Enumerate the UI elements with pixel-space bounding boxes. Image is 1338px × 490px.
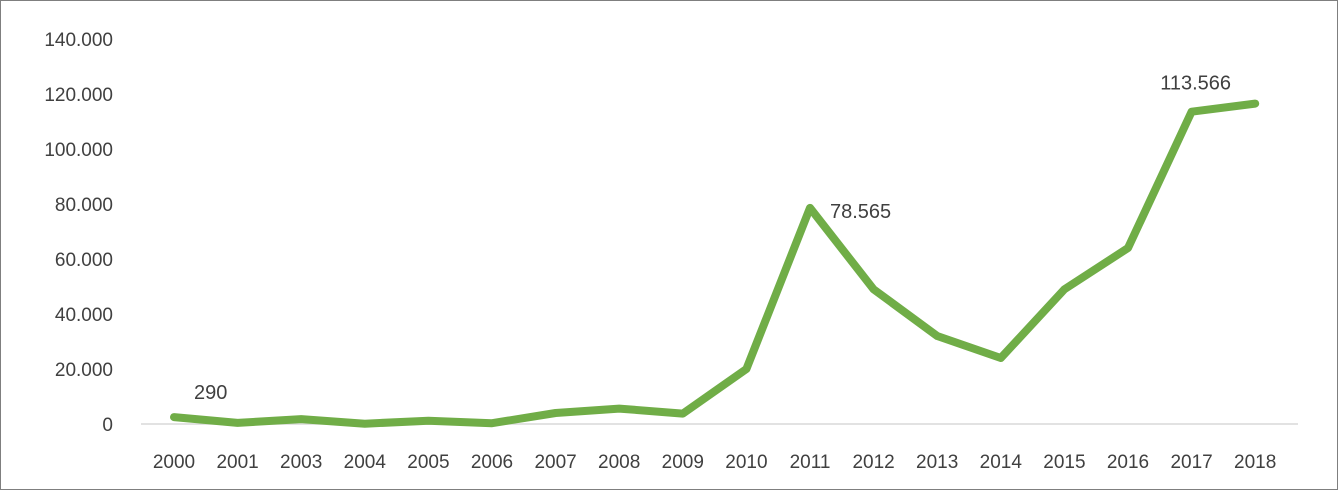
y-tick-label: 120.000 — [44, 85, 113, 106]
x-tick-label: 2016 — [1107, 452, 1149, 473]
data-labels: 290 78.565 113.566 — [194, 73, 1231, 404]
y-tick-label: 60.000 — [55, 250, 113, 271]
x-tick-label: 2004 — [344, 452, 387, 473]
y-tick-label: 140.000 — [44, 30, 113, 51]
y-tick-label: 0 — [102, 415, 113, 436]
x-tick-label: 2014 — [980, 452, 1023, 473]
x-tick-label: 2017 — [1170, 452, 1212, 473]
x-tick-label: 2008 — [598, 452, 640, 473]
x-tick-label: 2005 — [407, 452, 449, 473]
x-tick-label: 2018 — [1234, 452, 1276, 473]
x-axis-tick-labels: 2000 2001 2003 2004 2005 2006 2007 2008 2009 2010… — [153, 452, 1276, 473]
y-tick-label: 80.000 — [55, 195, 113, 216]
x-tick-label: 2007 — [534, 452, 576, 473]
x-tick-label: 2010 — [725, 452, 767, 473]
x-tick-label: 2012 — [852, 452, 894, 473]
y-tick-label: 20.000 — [55, 360, 113, 381]
x-tick-label: 2009 — [662, 452, 704, 473]
x-tick-label: 2006 — [471, 452, 513, 473]
series-line — [170, 99, 1260, 428]
y-tick-label: 40.000 — [55, 305, 113, 326]
x-tick-label: 2013 — [916, 452, 958, 473]
x-tick-label: 2003 — [280, 452, 322, 473]
data-label: 78.565 — [830, 201, 891, 223]
data-label: 113.566 — [1160, 73, 1231, 95]
x-tick-label: 2015 — [1043, 452, 1085, 473]
x-tick-label: 2011 — [790, 452, 831, 473]
y-axis-tick-labels: 0 20.000 40.000 60.000 80.000 100.000 120.000 1… — [44, 30, 113, 436]
data-label: 290 — [194, 382, 227, 404]
x-tick-label: 2000 — [153, 452, 195, 473]
y-tick-label: 100.000 — [44, 140, 113, 161]
x-tick-label: 2001 — [216, 452, 258, 473]
